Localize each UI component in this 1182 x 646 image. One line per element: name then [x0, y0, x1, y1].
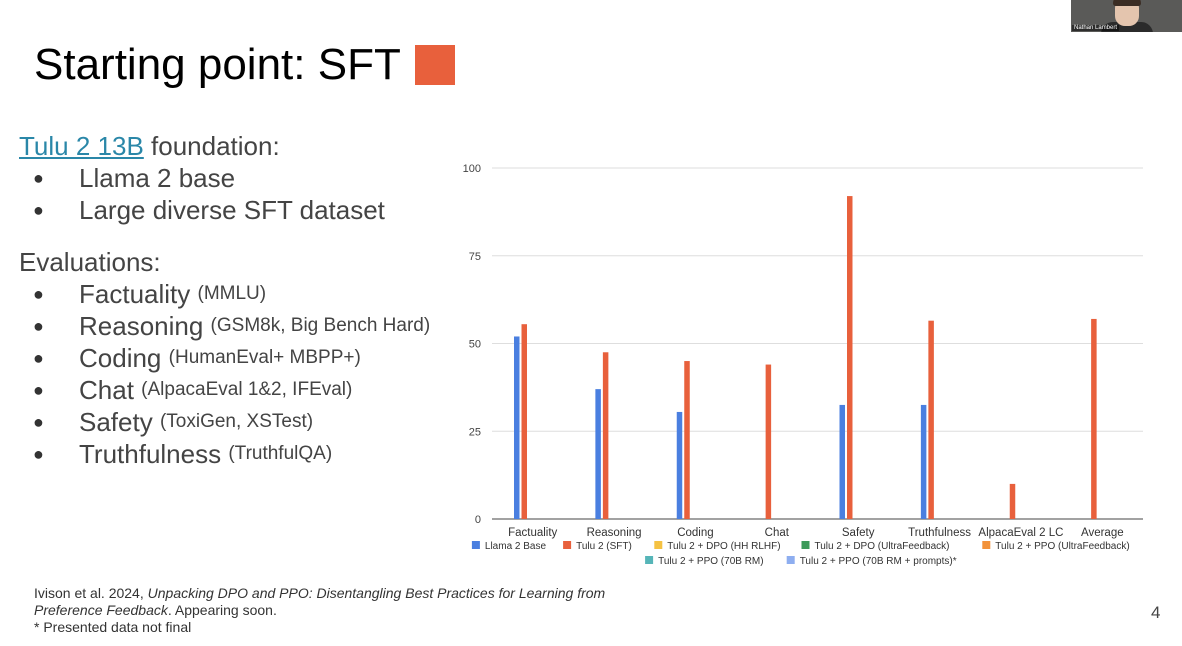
- foundation-bullet-text: Large diverse SFT dataset: [79, 195, 385, 225]
- y-tick-label: 0: [475, 514, 481, 526]
- evaluations-heading: Evaluations:: [19, 247, 161, 277]
- x-tick-label: Safety: [842, 527, 875, 539]
- citation-footer: Ivison et al. 2024, Unpacking DPO and PP…: [34, 585, 605, 636]
- bullet-icon: ●: [33, 200, 44, 220]
- evaluation-item: ● Truthfulness (TruthfulQA): [19, 438, 430, 470]
- page-number: 4: [1151, 603, 1161, 622]
- legend-swatch: [982, 541, 991, 549]
- bar: [847, 196, 853, 519]
- evaluation-detail: (GSM8k, Big Bench Hard): [210, 315, 431, 336]
- bullet-icon: ●: [33, 348, 44, 368]
- legend-label: Tulu 2 + PPO (70B RM): [658, 556, 764, 567]
- legend-swatch: [801, 541, 810, 549]
- x-tick-label: Truthfulness: [908, 527, 971, 539]
- speaker-hair: [1113, 0, 1141, 6]
- citation-authors: Ivison et al. 2024,: [34, 585, 148, 601]
- x-tick-label: Reasoning: [587, 527, 642, 539]
- evaluation-name: Chat: [79, 375, 134, 405]
- legend-swatch: [645, 556, 654, 564]
- bar: [920, 404, 927, 519]
- speaker-shirt: [1101, 22, 1153, 32]
- legend-label: Tulu 2 + DPO (HH RLHF): [667, 541, 780, 552]
- bullet-icon: ●: [33, 284, 44, 304]
- legend-label: Tulu 2 (SFT): [576, 541, 632, 552]
- evaluation-name: Safety: [79, 407, 153, 437]
- bar: [676, 411, 683, 519]
- legend-swatch: [563, 541, 572, 549]
- citation-title-line1: Unpacking DPO and PPO: Disentangling Bes…: [147, 585, 606, 601]
- bar: [595, 389, 601, 519]
- bullet-icon: ●: [33, 412, 44, 432]
- evaluation-detail: (HumanEval+ MBPP+): [168, 347, 361, 368]
- bullet-icon: ●: [33, 316, 44, 336]
- bar: [521, 324, 527, 519]
- slide-title: Starting point: SFT: [34, 40, 455, 90]
- legend-label: Tulu 2 + DPO (UltraFeedback): [815, 541, 950, 552]
- bar-chart: 0 25 50 75 100 Factuality Reasoning Coding Chat S…: [440, 150, 1160, 580]
- x-tick-label: Factuality: [508, 527, 557, 539]
- evaluation-item: ● Coding (HumanEval+ MBPP+): [19, 342, 430, 374]
- tulu-link[interactable]: Tulu 2 13B: [19, 131, 144, 161]
- x-tick-label: Average: [1081, 527, 1124, 539]
- bar: [839, 404, 845, 519]
- bullet-icon: ●: [33, 380, 44, 400]
- legend-swatch: [471, 541, 480, 549]
- evaluation-name: Coding: [79, 343, 162, 373]
- foundation-line: Tulu 2 13B foundation:: [19, 130, 430, 162]
- evaluation-name: Factuality: [79, 279, 191, 309]
- evaluation-detail: (ToxiGen, XSTest): [159, 411, 314, 432]
- speaker-video-thumbnail[interactable]: Nathan Lambert: [1071, 0, 1182, 32]
- y-tick-label: 100: [463, 163, 481, 175]
- foundation-bullet: ● Large diverse SFT dataset: [19, 194, 430, 226]
- legend-label: Tulu 2 + PPO (UltraFeedback): [995, 541, 1129, 552]
- citation-suffix: . Appearing soon.: [167, 602, 277, 618]
- foundation-bullet-text: Llama 2 base: [79, 163, 236, 193]
- bar: [1009, 483, 1016, 519]
- bar: [514, 336, 520, 519]
- slide-body-text: Tulu 2 13B foundation: ● Llama 2 base ● …: [19, 130, 430, 470]
- evaluation-detail: (AlpacaEval 1&2, IFEval): [141, 379, 353, 400]
- legend-swatch: [786, 556, 795, 564]
- legend-label: Llama 2 Base: [485, 541, 547, 552]
- bar: [684, 361, 690, 519]
- bullet-icon: ●: [33, 168, 44, 188]
- y-tick-label: 50: [469, 339, 481, 351]
- evaluation-name: Reasoning: [79, 311, 204, 341]
- citation-title-line2: Preference Feedback: [34, 602, 168, 618]
- bar: [928, 320, 934, 519]
- foundation-label: foundation:: [143, 131, 280, 161]
- slide-title-text: Starting point: SFT: [34, 40, 401, 89]
- legend-label: Tulu 2 + PPO (70B RM + prompts)*: [800, 556, 957, 567]
- foundation-bullet: ● Llama 2 base: [19, 162, 430, 194]
- legend-swatch: [654, 541, 663, 549]
- evaluation-item: ● Safety (ToxiGen, XSTest): [19, 406, 430, 438]
- y-tick-label: 75: [469, 251, 481, 263]
- bullet-icon: ●: [33, 444, 44, 464]
- x-tick-label: AlpacaEval 2 LC: [978, 527, 1063, 539]
- evaluation-item: ● Chat (AlpacaEval 1&2, IFEval): [19, 374, 430, 406]
- evaluation-detail: (MMLU): [197, 283, 267, 304]
- evaluation-item: ● Factuality (MMLU): [19, 278, 430, 310]
- x-tick-label: Chat: [765, 527, 790, 539]
- evaluation-detail: (TruthfulQA): [228, 443, 333, 464]
- speaker-name: Nathan Lambert: [1072, 25, 1120, 31]
- evaluation-item: ● Reasoning (GSM8k, Big Bench Hard): [19, 310, 430, 342]
- orange-square-icon: [414, 45, 455, 85]
- evaluation-name: Truthfulness: [79, 439, 222, 469]
- bar: [602, 352, 609, 519]
- x-tick-label: Coding: [677, 527, 713, 539]
- bar: [765, 364, 772, 519]
- data-note: * Presented data not final: [34, 619, 192, 635]
- bar-chart-svg: 0 25 50 75 100 Factuality Reasoning Coding Chat S…: [463, 163, 1143, 567]
- y-tick-label: 25: [469, 426, 481, 438]
- bar: [1091, 318, 1097, 519]
